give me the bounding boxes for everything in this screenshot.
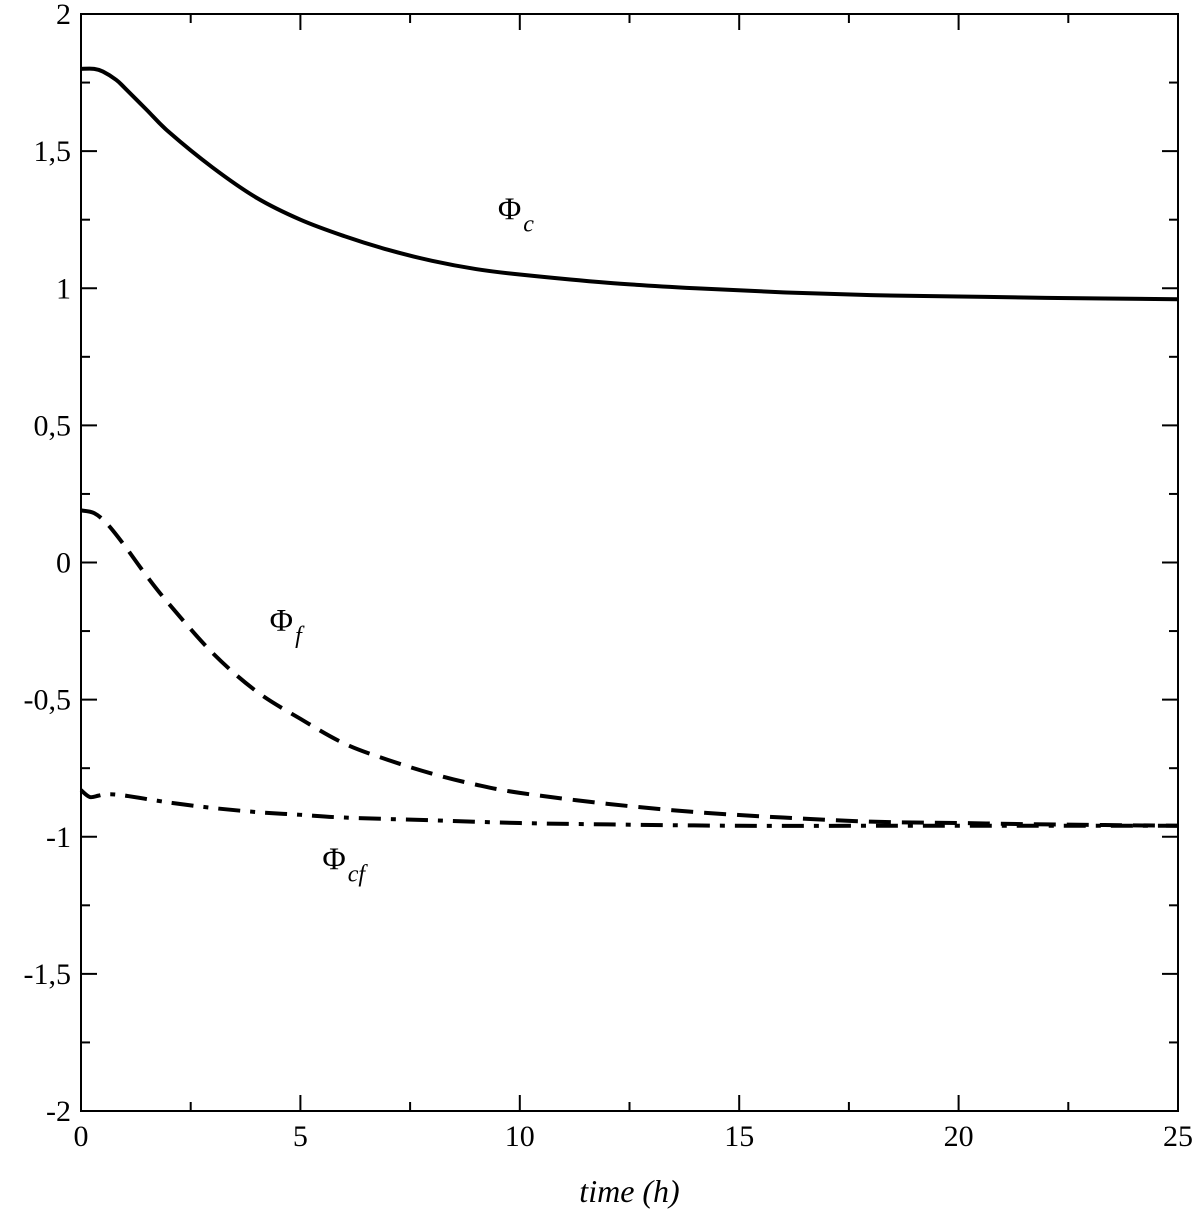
series-line-f	[80, 508, 1179, 828]
x-tick-label: 0	[74, 1120, 89, 1153]
x-tick-label: 5	[293, 1120, 308, 1153]
annotation-symbol: Φ	[322, 841, 345, 877]
axis-ticks	[80, 13, 1179, 1112]
series-line-cf	[79, 788, 1178, 828]
tick-labels: 0 5 10 15 20 25 -2 -1,5 -1 -0,5 0 0,5 1 1,5 2	[24, 0, 1194, 1153]
y-tick-label: 2	[56, 0, 71, 31]
x-axis-title: time (h)	[579, 1173, 679, 1209]
annotation-symbol: Φ	[270, 602, 293, 638]
x-tick-label: 20	[944, 1120, 974, 1153]
annotation-symbol: Φ	[498, 191, 521, 227]
y-tick-label: 1,5	[34, 135, 72, 168]
x-tick-label: 15	[724, 1120, 754, 1153]
y-tick-label: -0,5	[24, 684, 72, 717]
annotation-subscript: c	[523, 212, 534, 238]
plot-frame	[80, 13, 1179, 1112]
y-tick-label: 0	[56, 547, 71, 580]
series-lines	[79, 66, 1179, 828]
y-tick-label: -1	[46, 821, 71, 854]
y-tick-label: 0,5	[34, 409, 72, 442]
x-tick-label: 10	[505, 1120, 535, 1153]
series-annotation-c: Φc	[498, 191, 534, 238]
annotation-subscript: cf	[348, 862, 369, 888]
annotation-subscript: f	[295, 623, 305, 649]
y-tick-label: 1	[56, 272, 71, 305]
y-tick-label: -2	[46, 1095, 71, 1128]
series-annotation-f: Φf	[270, 602, 305, 649]
y-tick-label: -1,5	[24, 958, 72, 991]
x-tick-label: 25	[1163, 1120, 1193, 1153]
series-annotation-cf: Φcf	[322, 841, 368, 888]
series-line-c	[80, 66, 1179, 302]
